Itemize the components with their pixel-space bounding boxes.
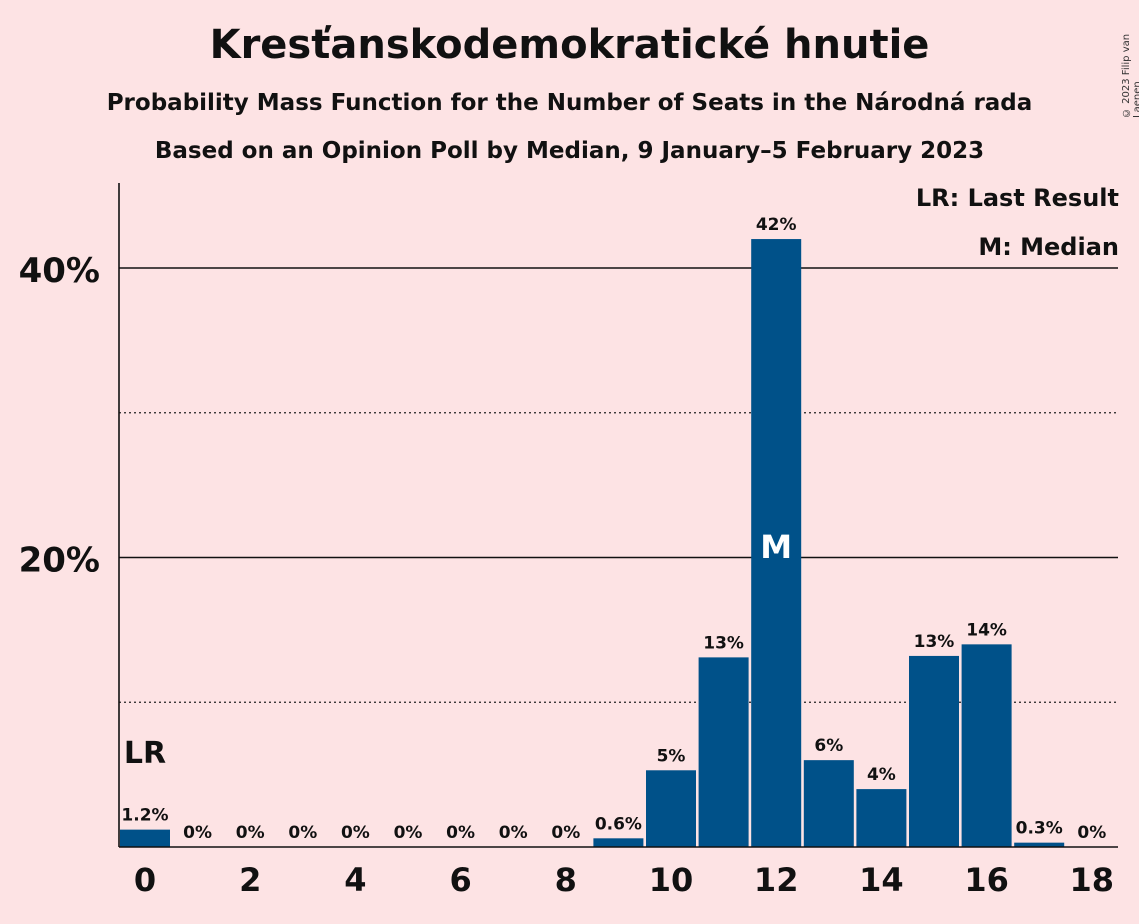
chart-subtitle: Probability Mass Function for the Number… <box>106 90 1033 116</box>
data-label: 6% <box>814 736 843 756</box>
data-label: 0.3% <box>1016 819 1063 839</box>
y-tick-label: 20% <box>19 541 100 581</box>
legend-last-result: LR: Last Result <box>909 184 1119 212</box>
data-label: 0% <box>1077 823 1106 843</box>
x-tick-label: 18 <box>1070 861 1115 899</box>
bar <box>961 644 1012 847</box>
bar <box>909 655 959 847</box>
x-tick-label: 2 <box>239 861 261 899</box>
x-tick-label: 0 <box>134 861 156 899</box>
bar <box>698 657 749 847</box>
data-label: 0% <box>394 823 423 843</box>
legend-median: M: Median <box>972 233 1119 261</box>
data-label: 4% <box>867 765 896 785</box>
data-label: 0.6% <box>595 814 642 834</box>
data-label: 1.2% <box>121 806 168 826</box>
x-tick-label: 8 <box>555 861 577 899</box>
data-label: 13% <box>914 632 955 652</box>
data-label: 0% <box>341 823 370 843</box>
data-label: 0% <box>446 823 475 843</box>
bar <box>120 829 170 847</box>
x-tick-label: 4 <box>344 861 366 899</box>
bar <box>856 789 907 847</box>
data-label: 0% <box>236 823 265 843</box>
x-tick-label: 14 <box>859 861 904 899</box>
median-marker: M <box>760 528 792 566</box>
data-label: 14% <box>966 620 1007 640</box>
y-tick-label: 40% <box>19 251 100 291</box>
chart-subtitle-source: Based on an Opinion Poll by Median, 9 Ja… <box>154 138 985 164</box>
x-tick-label: 6 <box>449 861 471 899</box>
last-result-marker: LR <box>124 736 166 771</box>
data-label: 0% <box>183 823 212 843</box>
bar <box>1014 842 1065 847</box>
data-label: 0% <box>288 823 317 843</box>
bar <box>646 770 696 847</box>
x-tick-label: 10 <box>649 861 694 899</box>
x-tick-label: 12 <box>754 861 799 899</box>
x-tick-label: 16 <box>964 861 1009 899</box>
data-label: 42% <box>756 215 797 235</box>
data-label: 0% <box>551 823 580 843</box>
data-label: 5% <box>657 746 686 766</box>
data-label: 13% <box>703 633 744 653</box>
data-label: 0% <box>499 823 528 843</box>
bar <box>593 838 644 847</box>
chart-title: Kresťanskodemokratické hnutie <box>209 22 930 68</box>
bar <box>803 760 854 847</box>
bar <box>751 239 802 848</box>
